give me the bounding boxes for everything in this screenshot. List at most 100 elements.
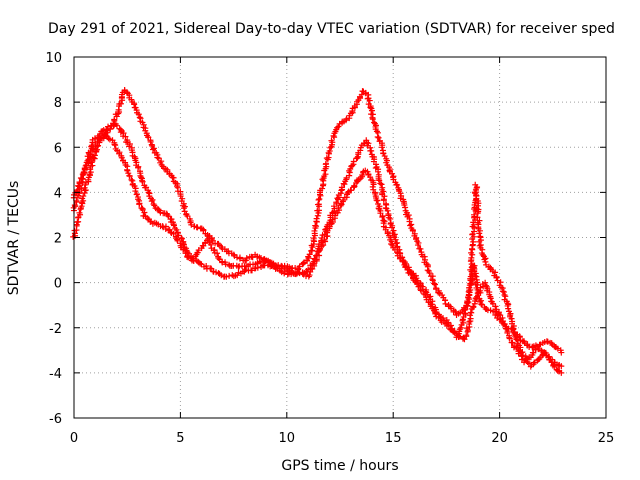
series-trace-b [70, 120, 565, 370]
x-tick-label: 0 [70, 431, 78, 446]
data-point [393, 181, 400, 188]
data-point [320, 242, 327, 249]
data-point [432, 310, 439, 317]
data-point [254, 264, 261, 271]
data-point [379, 214, 386, 221]
data-point [558, 369, 565, 376]
data-point [467, 309, 474, 316]
data-point [451, 329, 458, 336]
data-point [256, 258, 263, 265]
y-tick-label: 6 [54, 141, 62, 156]
data-point [88, 151, 95, 158]
data-point [328, 137, 335, 144]
data-point [126, 173, 133, 180]
data-point [521, 339, 528, 346]
data-point [468, 249, 475, 256]
data-point [128, 176, 135, 183]
data-point [359, 88, 366, 95]
data-point [319, 176, 326, 183]
data-point [315, 196, 322, 203]
data-point [375, 134, 382, 141]
data-point [122, 133, 129, 140]
data-point [408, 271, 415, 278]
data-point [399, 258, 406, 265]
data-point [407, 222, 414, 229]
data-point [508, 339, 515, 346]
y-tick-label: -6 [49, 412, 62, 427]
data-point [390, 227, 397, 234]
data-point [334, 124, 341, 131]
data-point [468, 245, 475, 252]
data-point [154, 154, 161, 161]
data-point [558, 363, 565, 370]
data-point [300, 259, 307, 266]
data-point [99, 128, 106, 135]
y-tick-label: -2 [49, 322, 62, 337]
data-point [476, 230, 483, 237]
data-point [429, 277, 436, 284]
data-point [492, 269, 499, 276]
data-point [87, 166, 94, 173]
data-point [113, 122, 120, 129]
data-point [349, 162, 356, 169]
data-point [474, 214, 481, 221]
data-point [431, 280, 438, 287]
data-point [463, 332, 470, 339]
data-point [117, 100, 124, 107]
y-tick-label: 2 [54, 232, 62, 247]
data-point [478, 301, 485, 308]
data-point [226, 261, 233, 268]
data-point [306, 251, 313, 258]
data-point [223, 273, 230, 280]
data-point [506, 335, 513, 342]
data-point [80, 193, 87, 200]
data-point [347, 166, 354, 173]
data-point [482, 279, 489, 286]
y-axis-label: SDTVAR / TECUs [6, 181, 22, 296]
axis-ticks: 0 5 10 15 20 25 -6 -4 -2 0 2 4 6 8 10 [45, 51, 614, 446]
data-point [207, 241, 214, 248]
data-point [497, 279, 504, 286]
data-point [378, 181, 385, 188]
data-point [203, 263, 210, 270]
data-point [180, 205, 187, 212]
data-point [358, 91, 365, 98]
data-point [77, 174, 84, 181]
data-point [242, 266, 249, 273]
data-point [394, 249, 401, 256]
y-tick-label: 8 [54, 96, 62, 111]
data-point [312, 222, 319, 229]
x-tick-label: 20 [491, 431, 508, 446]
data-point [310, 235, 317, 242]
data-point [500, 289, 507, 296]
data-point [107, 126, 114, 133]
y-tick-label: -4 [49, 367, 62, 382]
data-point [394, 182, 401, 189]
data-point [426, 269, 433, 276]
data-point [236, 254, 243, 261]
data-point [200, 227, 207, 234]
data-point [150, 145, 157, 152]
data-point [145, 189, 152, 196]
data-point [397, 195, 404, 202]
data-point [149, 196, 156, 203]
data-point [316, 252, 323, 259]
data-point [214, 250, 221, 257]
data-point [547, 356, 554, 363]
data-point [300, 260, 307, 267]
data-point [495, 310, 502, 317]
series-trace-a [70, 87, 565, 356]
data-point [385, 214, 392, 221]
data-point [138, 174, 145, 181]
data-point [347, 187, 354, 194]
y-tick-label: 4 [54, 186, 62, 201]
data-point [278, 265, 285, 272]
data-point [483, 282, 490, 289]
data-point [76, 179, 83, 186]
data-point [309, 265, 316, 272]
data-point [367, 104, 374, 111]
data-point [367, 174, 374, 181]
data-point [243, 255, 250, 262]
data-point [524, 358, 531, 365]
data-point [316, 195, 323, 202]
